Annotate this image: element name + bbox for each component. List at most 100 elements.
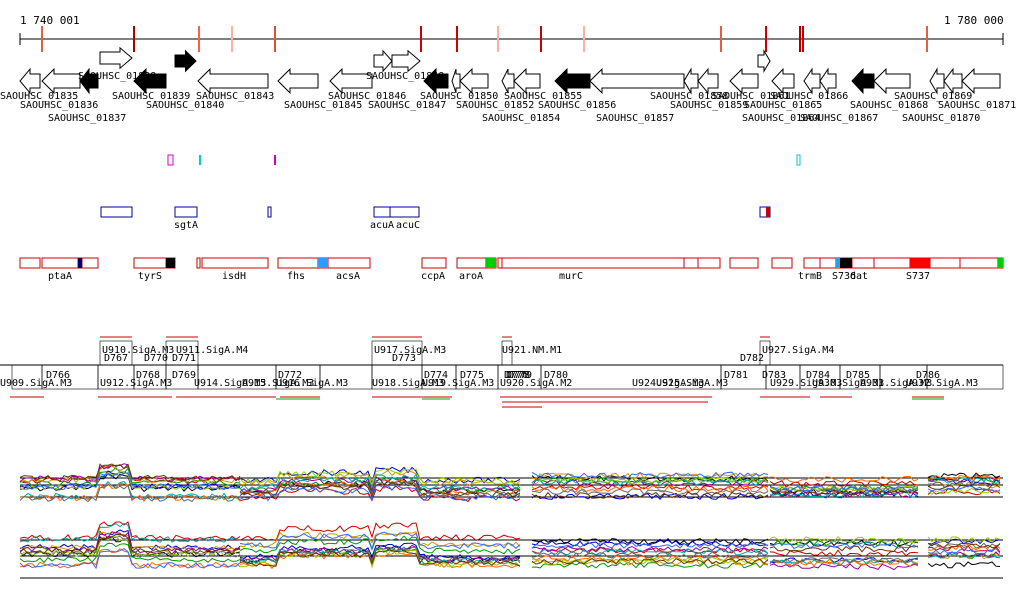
gene-arrow[interactable] xyxy=(197,67,269,95)
gene-arrow[interactable] xyxy=(459,67,489,95)
expression-line xyxy=(19,522,241,543)
gene-arrow[interactable] xyxy=(391,49,421,73)
expression-line xyxy=(769,557,919,564)
gene-arrow[interactable] xyxy=(929,67,945,95)
expression-line xyxy=(769,563,919,571)
ruler-tick xyxy=(41,26,43,52)
gene-arrow[interactable] xyxy=(873,67,911,95)
bsu-feature[interactable] xyxy=(174,206,198,218)
segment-label: U921.NM.M1 xyxy=(502,345,562,356)
annotation-feature[interactable] xyxy=(959,257,999,269)
marker-row xyxy=(167,154,801,166)
gene-arrow[interactable] xyxy=(423,67,449,95)
annotation-feature[interactable] xyxy=(327,257,371,269)
bsu-feature[interactable] xyxy=(267,206,272,218)
ruler-tick xyxy=(540,26,542,52)
gene-arrow[interactable] xyxy=(757,48,771,74)
gene-track[interactable]: SAOUHSC_01838 SAOUHSC_01848SAOUHSC_01835S… xyxy=(0,46,1016,124)
annotation-feature[interactable] xyxy=(421,257,447,269)
gene-arrow[interactable] xyxy=(961,67,1001,95)
gene-arrow[interactable] xyxy=(513,67,541,95)
annotation-feature[interactable] xyxy=(456,257,487,269)
gene-arrow[interactable] xyxy=(771,67,795,95)
expression-line xyxy=(927,542,1001,549)
gene-arrow[interactable] xyxy=(554,67,591,95)
gene-arrow[interactable] xyxy=(133,67,167,95)
bsu-feature[interactable] xyxy=(100,206,133,218)
annotation-feature[interactable] xyxy=(771,257,793,269)
segment-box[interactable] xyxy=(926,364,1004,390)
gene-arrow[interactable] xyxy=(851,67,875,95)
annotation-feature[interactable] xyxy=(929,257,961,269)
expression-line xyxy=(927,547,1001,555)
expression-line xyxy=(531,472,769,480)
expression-line xyxy=(239,531,521,551)
annotation-feature[interactable] xyxy=(697,257,721,269)
gene-arrow[interactable] xyxy=(589,67,685,95)
gene-arrow[interactable] xyxy=(174,49,197,73)
annotation-feature[interactable] xyxy=(81,257,99,269)
gene-arrow[interactable] xyxy=(803,67,821,95)
gene-arrow[interactable] xyxy=(501,68,515,94)
annotation-feature[interactable] xyxy=(501,257,685,269)
gene-arrow[interactable] xyxy=(99,46,133,70)
gene-label: SAOUHSC_01840 xyxy=(146,100,224,111)
expression-line xyxy=(239,467,521,486)
annotation-feature[interactable] xyxy=(277,257,319,269)
annotation-feature[interactable] xyxy=(133,257,167,269)
gene-arrow[interactable] xyxy=(683,67,699,95)
gene-arrow[interactable] xyxy=(79,67,99,95)
ruler-tick xyxy=(497,26,499,52)
coordinate-ruler xyxy=(19,26,1004,52)
ruler-tick xyxy=(274,26,276,52)
transcription-segment-track[interactable]: U910.SigA.M3 U911.SigA.M4 U917.SigA.M3 U921… xyxy=(0,336,1004,408)
segment-id: D767 xyxy=(104,353,128,364)
gene-label: SAOUHSC_01837 xyxy=(48,113,126,124)
expression-line xyxy=(769,485,919,493)
ruler-tick xyxy=(456,26,458,52)
annotation-feature[interactable] xyxy=(819,257,837,269)
annotation-feature[interactable] xyxy=(803,257,821,269)
segment-label: U915.SigA.M3 xyxy=(242,378,314,389)
annotation-feature[interactable] xyxy=(497,257,503,269)
annotation-feature[interactable] xyxy=(201,257,269,269)
annotation-feature[interactable] xyxy=(851,257,875,269)
expression-line xyxy=(239,535,521,555)
gene-arrow[interactable] xyxy=(277,67,319,95)
segment-box[interactable] xyxy=(99,340,133,366)
annotation-feature[interactable] xyxy=(683,257,699,269)
annotation-feature[interactable] xyxy=(19,257,41,269)
bsu-feature-track[interactable]: sgtA acuA acuC xyxy=(100,206,771,231)
annotation-feature[interactable] xyxy=(729,257,759,269)
segment-box[interactable] xyxy=(759,340,771,366)
gene-arrow[interactable] xyxy=(819,67,837,95)
gene-arrow[interactable] xyxy=(41,67,81,95)
bsu-feature-highlight xyxy=(766,207,770,217)
annotation-feature[interactable] xyxy=(41,257,79,269)
segment-box[interactable] xyxy=(371,340,423,366)
bsu-feature[interactable] xyxy=(389,206,420,218)
gene-arrow[interactable] xyxy=(943,67,963,95)
gene-arrow[interactable] xyxy=(329,67,373,95)
segment-box[interactable] xyxy=(165,340,199,366)
segment-label: U929.SigA.M3 xyxy=(770,378,842,389)
gene-label: SAOUHSC_01852 xyxy=(456,100,534,111)
annotation-feature[interactable] xyxy=(873,257,911,269)
annotation-feature-track[interactable]: ptaA tyrS isdH fhs acsA ccpA aroA murC trmB S736d… xyxy=(19,257,1004,282)
segment-label: U917.SigA.M3 xyxy=(374,345,446,356)
gene-arrow[interactable] xyxy=(373,49,393,73)
annotation-feature[interactable] xyxy=(196,257,201,269)
segment-label: U914.SigA.M3 xyxy=(194,378,266,389)
gene-arrow[interactable] xyxy=(19,67,41,95)
gene-label: SAOUHSC_01871 xyxy=(938,100,1016,111)
segment-label: U916.SigA.M3 xyxy=(276,378,348,389)
segment-label: U909.SigA.M3 xyxy=(0,378,72,389)
bsu-feature[interactable] xyxy=(373,206,391,218)
gene-arrow[interactable] xyxy=(729,67,759,95)
segment-box[interactable] xyxy=(501,340,513,366)
segment-id: D781 xyxy=(724,370,748,381)
gene-arrow[interactable] xyxy=(697,67,719,95)
feature-fill xyxy=(486,258,496,268)
gene-arrow[interactable] xyxy=(451,68,461,94)
